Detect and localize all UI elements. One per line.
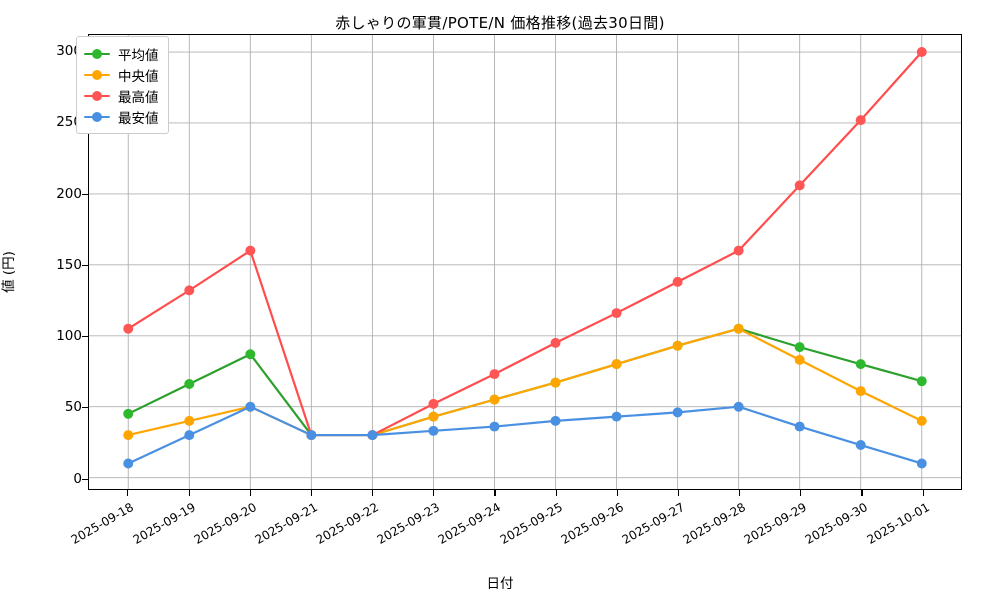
legend-item-0[interactable]: 平均値 <box>84 43 159 64</box>
x-tick-mark <box>310 490 312 496</box>
data-point <box>184 285 195 296</box>
data-point <box>123 408 134 419</box>
data-point <box>611 359 622 370</box>
data-point <box>428 425 439 436</box>
chart-title: 赤しゃりの軍貫/POTE/N 価格推移(過去30日間) <box>335 14 665 32</box>
x-tick-mark <box>188 490 190 496</box>
y-tick-mark <box>82 193 88 195</box>
data-point <box>855 440 866 450</box>
data-point <box>794 354 805 365</box>
plot-area <box>88 34 962 490</box>
series-lines <box>123 47 927 469</box>
data-point <box>672 407 683 418</box>
data-point <box>428 398 439 409</box>
data-point <box>916 415 927 426</box>
data-point <box>245 401 256 412</box>
x-tick-mark <box>616 490 618 496</box>
data-point <box>123 323 134 334</box>
data-point <box>245 349 256 360</box>
y-tick-label: 150 <box>56 256 82 273</box>
data-point <box>550 377 561 388</box>
data-point <box>428 411 439 422</box>
x-tick-mark <box>433 490 435 496</box>
legend-label: 最安値 <box>118 110 159 127</box>
x-tick-mark <box>677 490 680 496</box>
data-point <box>184 379 195 389</box>
x-tick-mark <box>127 490 129 496</box>
data-point <box>855 359 866 370</box>
y-tick-label: 250 <box>56 114 82 131</box>
series-line-3 <box>127 405 923 465</box>
legend-item-3[interactable]: 最安値 <box>84 106 159 127</box>
legend-swatch-icon <box>84 68 110 82</box>
data-point <box>306 430 317 441</box>
data-point <box>184 430 195 441</box>
legend-swatch-icon <box>84 110 110 124</box>
x-axis-label: 日付 <box>486 576 514 592</box>
data-point <box>916 376 927 387</box>
data-point <box>367 430 378 441</box>
data-point <box>916 47 927 58</box>
data-point <box>489 394 500 405</box>
legend-item-2[interactable]: 最高値 <box>84 85 159 106</box>
legend-item-1[interactable]: 中央値 <box>84 64 159 85</box>
x-tick-mark <box>861 490 863 496</box>
x-tick-mark <box>494 490 496 496</box>
x-tick-mark <box>555 490 557 496</box>
legend: 平均値中央値最高値最安値 <box>76 36 169 134</box>
data-point <box>733 323 744 334</box>
data-point <box>184 415 195 426</box>
x-tick-mark <box>739 490 741 496</box>
data-point <box>672 340 683 351</box>
y-tick-label: 100 <box>56 328 82 345</box>
y-tick-mark <box>82 264 88 266</box>
data-point <box>916 458 927 469</box>
data-point <box>733 245 744 256</box>
y-tick-mark <box>82 336 88 338</box>
x-tick-mark <box>249 490 251 496</box>
legend-swatch-icon <box>84 89 110 103</box>
series-line-2 <box>127 50 923 437</box>
x-tick-mark <box>800 490 802 496</box>
data-point <box>489 421 500 432</box>
y-tick-label: 200 <box>56 185 82 202</box>
data-point <box>733 401 744 412</box>
y-axis-tick-labels: 0 50 100 150 200 250 300 <box>28 34 82 490</box>
legend-swatch-icon <box>84 47 110 61</box>
legend-label: 中央値 <box>118 68 159 85</box>
data-point <box>855 386 866 397</box>
y-tick-mark <box>82 478 88 480</box>
data-point <box>123 458 134 469</box>
y-tick-label: 50 <box>64 399 82 416</box>
data-point <box>855 115 866 126</box>
legend-label: 平均値 <box>118 47 159 64</box>
data-point <box>794 180 805 191</box>
data-point <box>123 430 134 441</box>
y-tick-label: 300 <box>56 43 82 60</box>
y-axis-label: 値 (円) <box>0 251 17 293</box>
y-tick-label: 0 <box>73 470 82 487</box>
legend-label: 最高値 <box>118 89 159 106</box>
data-point <box>672 276 683 287</box>
data-point <box>489 369 500 380</box>
data-point <box>550 337 561 348</box>
y-tick-mark <box>82 407 88 409</box>
x-tick-mark <box>372 490 374 496</box>
data-point <box>794 342 805 353</box>
data-point <box>611 411 622 422</box>
x-tick-mark <box>922 490 924 496</box>
data-point <box>794 421 805 432</box>
data-point <box>245 245 256 256</box>
data-point <box>611 308 622 319</box>
data-point <box>550 415 561 426</box>
